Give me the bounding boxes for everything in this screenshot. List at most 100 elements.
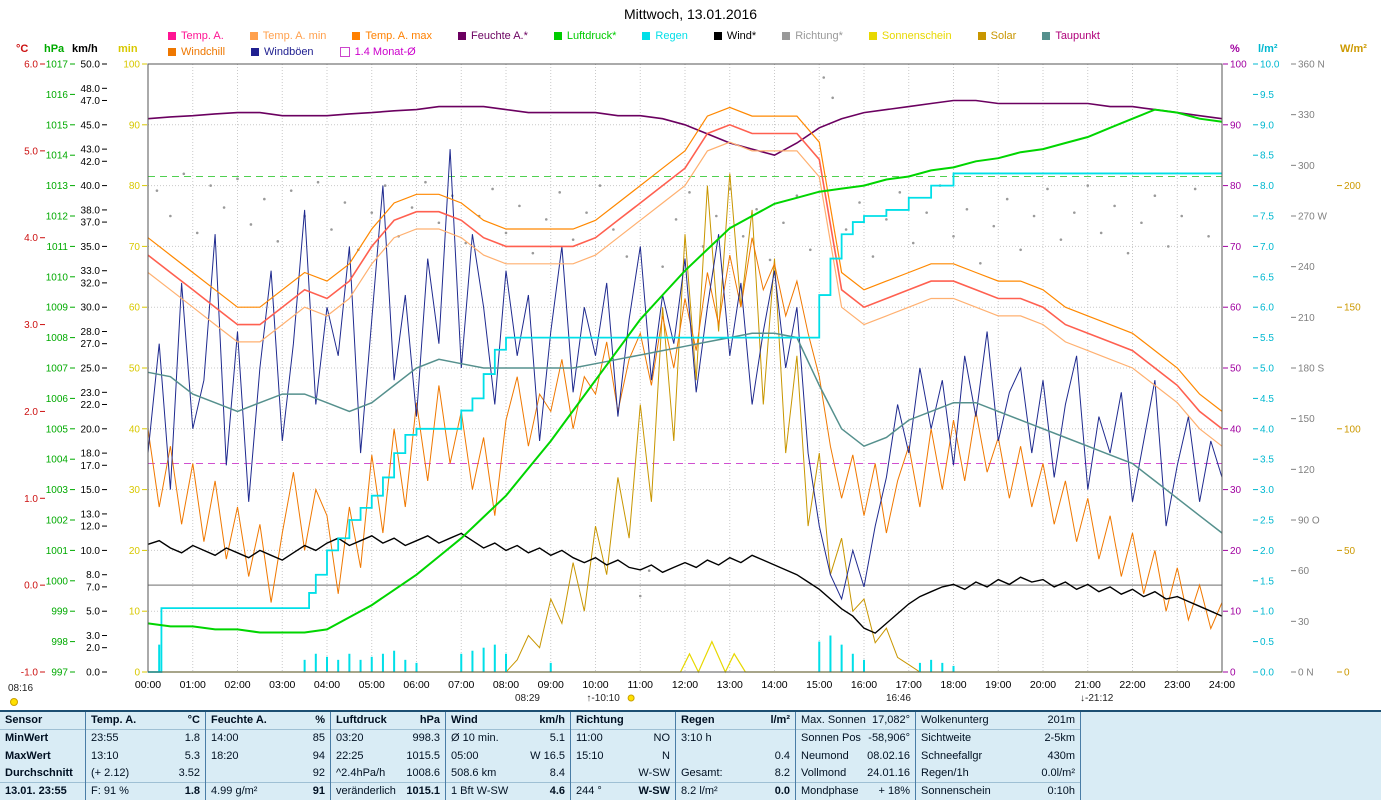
axis-tick-pct: 60 [1230, 303, 1242, 314]
axis-tick-deg: 270 W [1298, 212, 1327, 223]
series-regen-rate [952, 665, 955, 672]
axis-tick-deg: 180 S [1298, 364, 1324, 375]
axis-tick-min: 60 [129, 303, 141, 314]
axis-tick-kmh: 22.0 [81, 400, 101, 411]
series-regen-rate [337, 659, 340, 672]
series-richtung [222, 206, 226, 209]
series-richtung [625, 255, 629, 258]
legend-label: Solar [990, 30, 1017, 42]
axis-tick-deg: 0 N [1298, 668, 1314, 679]
series-richtung [182, 172, 186, 176]
series-richtung [383, 184, 387, 187]
axis-tick-pct: 10 [1230, 607, 1242, 618]
legend-item: Taupunkt [1042, 30, 1100, 42]
series-richtung [1140, 221, 1143, 225]
legend-label: Feuchte A.* [471, 30, 528, 42]
axis-tick-min: 70 [129, 242, 141, 253]
stats-cell: Sichtweite 2-5km [921, 732, 1075, 745]
series-richtung [531, 251, 535, 255]
legend-color-swatch [251, 48, 260, 56]
stats-row-label: Durchschnitt [5, 767, 73, 780]
series-richtung [1180, 214, 1184, 218]
series-richtung [1032, 214, 1036, 218]
axis-tick-wm2: 0 [1344, 668, 1350, 679]
series-richtung [249, 223, 253, 226]
sun-icon [627, 694, 635, 702]
series-richtung [236, 177, 239, 181]
series-richtung [795, 194, 799, 198]
axis-header-hpa: hPa [44, 43, 65, 55]
axis-tick-lm2: 8.5 [1260, 151, 1274, 162]
series-richtung [809, 248, 812, 252]
legend-item: Temp. A. min [249, 30, 327, 42]
series-wind [147, 532, 1223, 634]
series-regen-rate [505, 653, 507, 672]
axis-tick-hpa: 1017 [46, 60, 69, 71]
legend-color-swatch [642, 32, 651, 40]
axis-tick-kmh: 20.0 [81, 424, 101, 435]
stats-cell: 05:00 W 16.5 [451, 749, 565, 762]
x-axis-tick: 02:00 [224, 679, 250, 691]
legend-item: Temp. A. [168, 30, 224, 42]
series-richtung [885, 218, 888, 221]
stats-cell: F: 91 % 1.8 [86, 782, 205, 800]
series-taupunkt [147, 332, 1223, 534]
legend-color-swatch [168, 48, 176, 56]
axis-tick-pct: 50 [1230, 364, 1242, 375]
legend-item: Sonnenschein [868, 30, 952, 42]
series-richtung [1167, 245, 1170, 248]
axis-tick-pct: 80 [1230, 181, 1242, 192]
axis-tick-lm2: 8.0 [1260, 181, 1274, 192]
axis-tick-pct: 20 [1230, 546, 1242, 557]
series-richtung [263, 197, 266, 201]
axis-tick-hpa: 1016 [46, 90, 69, 101]
axis-header-min: min [118, 43, 138, 55]
axis-tick-lm2: 3.0 [1260, 485, 1274, 496]
stats-column: Feuchte A.% 14:00 85 18:20 94 92 4.99 g/m² 91 [205, 712, 330, 800]
series-richtung [638, 594, 642, 598]
legend-label: Temp. A. min [262, 30, 327, 42]
stats-cell: Max. Sonnen 17,082° [796, 712, 915, 730]
stats-cell: Sonnenschein 0:10h [916, 782, 1080, 800]
x-axis-tick: 11:00 [628, 679, 654, 691]
x-axis-tick: 21:00 [1075, 679, 1101, 691]
series-regen-rate [381, 653, 384, 672]
axis-tick-c: 2.0 [24, 407, 38, 418]
axis-tick-hpa: 1008 [46, 333, 69, 344]
axis-tick-hpa: 999 [51, 607, 68, 618]
stats-cell: Luftdruck hPa [331, 712, 445, 730]
series-richtung [1153, 194, 1157, 198]
series-regen-rate [549, 662, 552, 672]
legend-label: Richtung* [795, 30, 843, 42]
axis-tick-lm2: 4.0 [1260, 424, 1274, 435]
axis-tick-kmh: 7.0 [86, 582, 100, 593]
axis-tick-pct: 0 [1230, 668, 1236, 679]
axis-header-wm2: W/m² [1340, 43, 1367, 55]
axis-tick-kmh: 28.0 [81, 327, 101, 338]
stats-cell: Gesamt: 8.2 [681, 767, 790, 780]
axis-tick-deg: 90 O [1298, 516, 1320, 527]
axis-tick-c: 0.0 [24, 581, 38, 592]
axis-tick-pct: 40 [1230, 424, 1242, 435]
axis-tick-lm2: 4.5 [1260, 394, 1274, 405]
series-richtung [822, 76, 826, 79]
legend-label: Windböen [264, 46, 314, 58]
axis-tick-deg: 240 [1298, 262, 1315, 273]
axis-tick-kmh: 40.0 [81, 181, 101, 192]
series-regen-rate [829, 635, 832, 672]
series-richtung [424, 180, 427, 184]
legend-label: Temp. A. [181, 30, 224, 42]
series-richtung [925, 211, 928, 214]
axis-tick-lm2: 9.5 [1260, 90, 1274, 101]
stats-column: Wind km/h Ø 10 min. 5.1 05:00 W 16.5 508.6 km 8… [445, 712, 570, 800]
stats-row-label: Sensor [0, 712, 85, 730]
x-axis-tick: 13:00 [717, 679, 743, 691]
legend-item: Wind* [713, 30, 756, 42]
stats-table: Sensor MinWert MaxWert Durchschnitt 13.01. 2… [0, 710, 1381, 800]
axis-tick-kmh: 32.0 [81, 278, 101, 289]
series-richtung [1019, 248, 1022, 252]
stats-cell: Neumond 08.02.16 [801, 749, 910, 762]
axis-tick-kmh: 0.0 [86, 668, 100, 679]
legend-item: Solar [977, 30, 1017, 42]
series-luftdruck [147, 108, 1223, 634]
